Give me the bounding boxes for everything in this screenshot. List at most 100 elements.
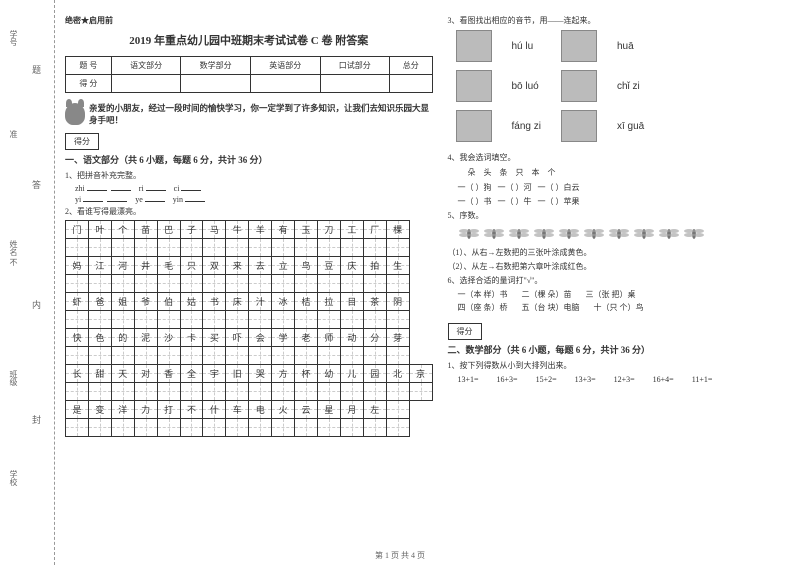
vertical-label: 学校 <box>8 470 19 486</box>
score-table: 题 号 语文部分 数学部分 英语部分 口试部分 总分 得 分 <box>65 56 433 93</box>
char-cell <box>295 382 318 400</box>
char-cell <box>317 346 340 364</box>
char-cell <box>363 310 386 328</box>
char-cell <box>340 274 363 292</box>
char-cell: 刀 <box>317 220 340 238</box>
char-cell: 电 <box>249 400 272 418</box>
char-cell: 师 <box>317 328 340 346</box>
char-cell <box>295 310 318 328</box>
char-cell <box>386 238 409 256</box>
q4-line: 一（ ）狗 一（ ）河 一（ ）白云 <box>458 182 781 193</box>
dragonfly-icon <box>458 225 480 243</box>
char-cell: 老 <box>295 328 318 346</box>
header-cell: 英语部分 <box>250 57 320 75</box>
q6: 6、选择合适的量词打"√"。 <box>448 275 781 286</box>
char-cell: 桔 <box>295 292 318 310</box>
gourd-image <box>456 110 492 142</box>
char-cell <box>226 310 249 328</box>
intro-text: 亲爱的小朋友，经过一段时间的愉快学习，你一定学到了许多知识，让我们去知识乐园大显… <box>89 103 433 127</box>
char-cell: 个 <box>111 220 134 238</box>
blank <box>145 201 165 202</box>
char-cell <box>111 382 134 400</box>
char-cell: 苗 <box>134 220 157 238</box>
char-cell <box>340 346 363 364</box>
char-cell <box>134 238 157 256</box>
char-cell: 爸 <box>88 292 111 310</box>
char-cell <box>180 238 203 256</box>
char-cell: 动 <box>340 328 363 346</box>
char-cell: 园 <box>363 364 386 382</box>
char-cell <box>295 238 318 256</box>
char-cell: 沙 <box>157 328 180 346</box>
table-row <box>66 418 433 436</box>
char-cell <box>157 382 180 400</box>
char-cell: 叶 <box>88 220 111 238</box>
char-cell: 快 <box>66 328 89 346</box>
char-cell <box>249 418 272 436</box>
pinyin-word: xī guā <box>617 110 644 142</box>
expr: 11+1= <box>692 375 713 384</box>
char-cell <box>272 238 295 256</box>
char-cell: 有 <box>272 220 295 238</box>
expr: 13+1= <box>458 375 479 384</box>
dragonfly-icon <box>558 225 580 243</box>
header-cell: 口试部分 <box>320 57 390 75</box>
char-cell: 汁 <box>249 292 272 310</box>
char-cell: 子 <box>180 220 203 238</box>
char-cell: 厂 <box>363 220 386 238</box>
header-cell: 语文部分 <box>111 57 181 75</box>
main-title: 2019 年重点幼儿园中班期末考试试卷 C 卷 附答案 <box>65 32 433 48</box>
flower-image <box>561 70 597 102</box>
char-cell: 牛 <box>226 220 249 238</box>
header-cell: 题 号 <box>66 57 112 75</box>
char-cell <box>317 238 340 256</box>
char-cell <box>317 382 340 400</box>
vertical-label: 姓名 不 <box>8 240 19 266</box>
pinyin-word: bō luó <box>512 70 541 102</box>
pineapple-image <box>456 30 492 62</box>
char-cell: 茶 <box>363 292 386 310</box>
pinyin: ye <box>135 195 143 204</box>
char-cell <box>226 382 249 400</box>
pinyin-row: yi ye yin <box>65 195 433 204</box>
char-cell <box>157 274 180 292</box>
cell: 得 分 <box>66 75 112 93</box>
char-cell <box>134 310 157 328</box>
q6-item: 十（只 个）鸟 <box>594 303 644 312</box>
char-cell: 只 <box>180 256 203 274</box>
char-cell: 杯 <box>295 364 318 382</box>
char-cell: 洋 <box>111 400 134 418</box>
expr: 13+3= <box>575 375 596 384</box>
binding-label: 内 <box>30 300 43 309</box>
char-cell <box>203 310 226 328</box>
char-cell: 什 <box>203 400 226 418</box>
matching-area: hú lu bō luó fáng zi huā chǐ zi xī guā <box>456 30 781 142</box>
char-cell <box>340 418 363 436</box>
char-cell: 巴 <box>157 220 180 238</box>
char-cell <box>249 346 272 364</box>
char-cell <box>180 382 203 400</box>
char-cell <box>226 238 249 256</box>
pinyin-word: huā <box>617 30 644 62</box>
watermelon-image <box>561 30 597 62</box>
char-cell <box>111 238 134 256</box>
char-cell: 火 <box>272 400 295 418</box>
char-cell: 香 <box>157 364 180 382</box>
char-cell <box>66 238 89 256</box>
secret-label: 绝密★启用前 <box>65 15 433 26</box>
char-cell: 井 <box>134 256 157 274</box>
blank <box>87 190 107 191</box>
char-cell <box>272 418 295 436</box>
char-cell <box>111 310 134 328</box>
char-cell: 工 <box>340 220 363 238</box>
binding-label: 题 <box>30 65 43 74</box>
pinyin-row: zhi ri ci <box>65 184 433 193</box>
char-cell <box>249 238 272 256</box>
char-cell: 双 <box>203 256 226 274</box>
pinyin: zhi <box>75 184 85 193</box>
mq1: 1、按下列得数从小到大排列出来。 <box>448 360 781 371</box>
q4: 4、我会选词填空。 <box>448 152 781 163</box>
char-cell <box>340 382 363 400</box>
char-cell: 左 <box>363 400 386 418</box>
char-cell <box>295 274 318 292</box>
